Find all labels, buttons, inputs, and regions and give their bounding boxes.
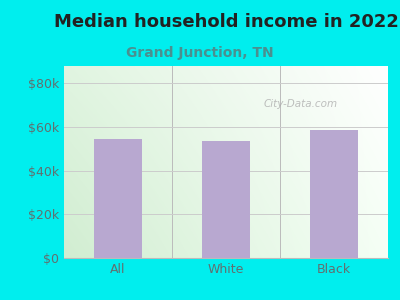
Title: Median household income in 2022: Median household income in 2022 (54, 13, 398, 31)
Bar (94, 139, 142, 258)
Text: City-Data.com: City-Data.com (264, 99, 338, 110)
Text: Grand Junction, TN: Grand Junction, TN (126, 46, 274, 61)
Bar (202, 141, 250, 258)
Bar (310, 130, 358, 258)
